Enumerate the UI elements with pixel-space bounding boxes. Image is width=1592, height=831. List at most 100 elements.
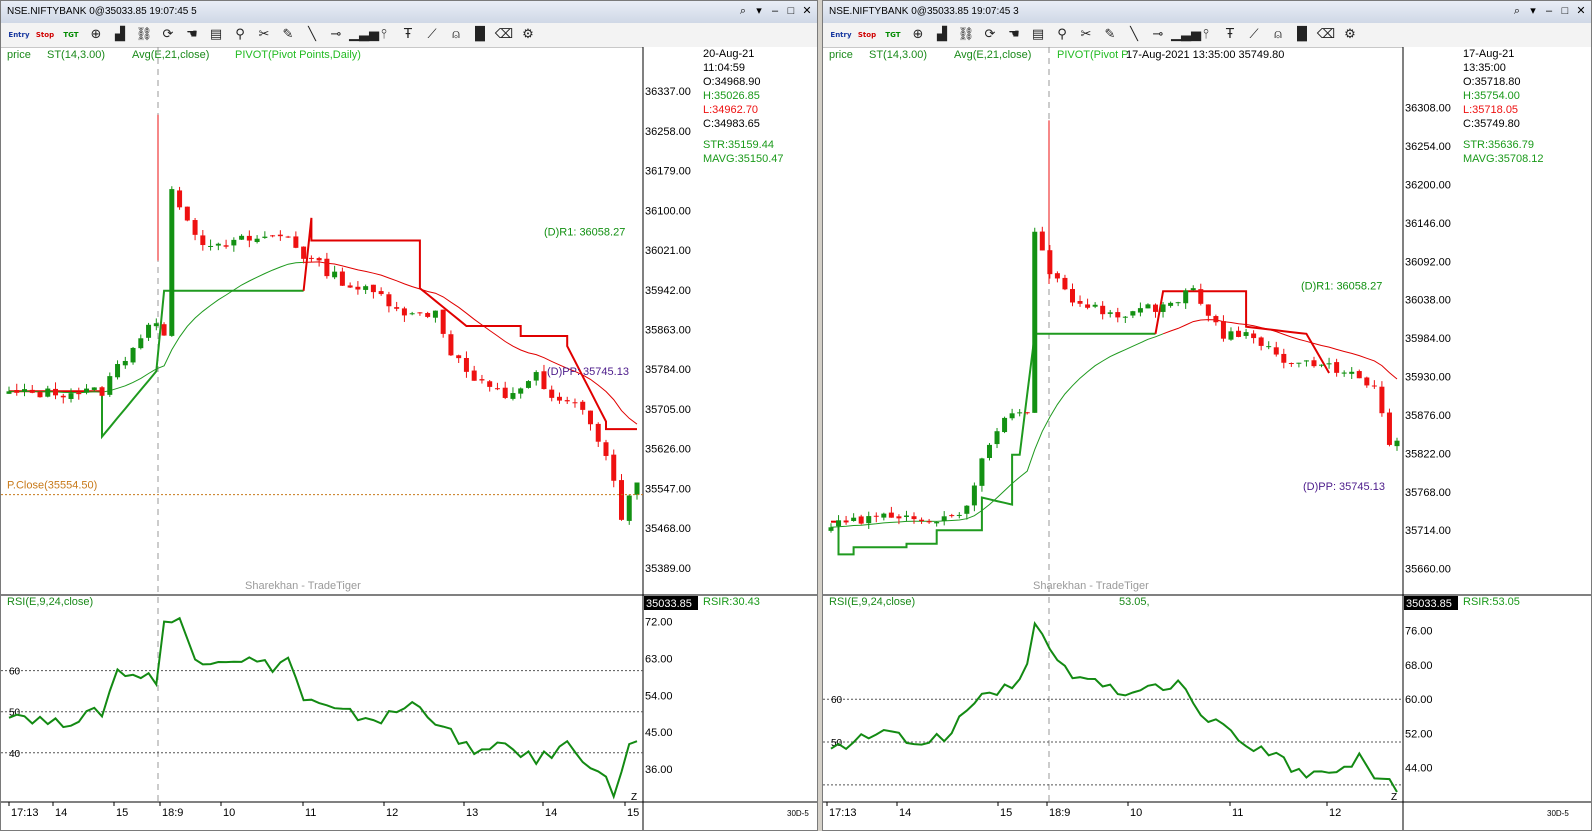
candle-body	[308, 257, 314, 259]
candle-body	[277, 234, 283, 237]
fork-icon[interactable]: ⫯	[1203, 27, 1209, 42]
candle-body	[1394, 440, 1400, 447]
crosshair-icon[interactable]: ⊕	[90, 27, 102, 42]
book-icon[interactable]: ▤	[1031, 27, 1045, 42]
candle-body	[1160, 304, 1166, 312]
candle-body	[1137, 308, 1143, 313]
candle-body	[14, 390, 20, 393]
tgt-button[interactable]: TGT	[885, 31, 901, 39]
hand-icon[interactable]: ☚	[186, 27, 198, 42]
scissors-icon[interactable]: ✂	[258, 27, 270, 42]
delete-icon[interactable]: ⌫	[1316, 27, 1336, 42]
bar-chart-icon[interactable]: ▟	[937, 27, 947, 42]
crosshair-tooltip: 17-Aug-2021 13:35:00 35749.80	[1126, 49, 1284, 61]
pencil-icon[interactable]: ✎	[282, 27, 294, 42]
menu-icon[interactable]: ▾	[756, 5, 762, 17]
volume-icon[interactable]: ▁▃▅	[1171, 27, 1201, 42]
search-icon[interactable]: ⌕	[739, 5, 747, 17]
pencil-icon[interactable]: ✎	[1104, 27, 1116, 42]
price-tick-label: 36254.00	[1405, 141, 1451, 153]
candle-body	[169, 189, 175, 336]
hline-icon[interactable]: ⊸	[330, 27, 342, 42]
volume-icon[interactable]: ▁▃▅	[349, 27, 379, 42]
refresh-icon[interactable]: ⟳	[162, 27, 174, 42]
window-titlebar[interactable]: NSE.NIFTYBANK 0@35033.85 19:07:45 3 ⌕ ▾ …	[823, 1, 1591, 24]
chart-window-left[interactable]: NSE.NIFTYBANK 0@35033.85 19:07:45 5 ⌕ ▾ …	[0, 0, 818, 831]
candle-body	[394, 307, 400, 309]
settings-icon[interactable]: ⚙	[1344, 27, 1356, 42]
candle-body	[1183, 290, 1189, 304]
minimize-icon[interactable]: –	[1545, 5, 1553, 17]
close-icon[interactable]: ✕	[802, 5, 812, 17]
watermark: Sharekhan - TradeTiger	[245, 580, 361, 592]
price-tick-label: 35984.00	[1405, 333, 1451, 345]
maximize-icon[interactable]: □	[787, 5, 795, 17]
candle-body	[1100, 305, 1106, 315]
hand-icon[interactable]: ☚	[1008, 27, 1020, 42]
candle-body	[564, 400, 570, 402]
histogram-icon[interactable]: ▐▌	[470, 27, 490, 42]
link-icon[interactable]: ⛓	[957, 27, 975, 42]
price-chart[interactable]: price ST(14,3.00) Avg(E,21,close) PIVOT(Piv…	[1, 47, 817, 831]
search-icon[interactable]: ⌕	[1513, 5, 1521, 17]
line-icon[interactable]: ╲	[308, 27, 316, 42]
candle-body	[1009, 413, 1015, 419]
scissors-icon[interactable]: ✂	[1080, 27, 1092, 42]
histogram-icon[interactable]: ▐▌	[1292, 27, 1312, 42]
candle-body	[332, 271, 338, 278]
crosshair-icon[interactable]: ⊕	[912, 27, 924, 42]
candle-body	[1281, 353, 1287, 363]
candle-body	[1054, 273, 1060, 279]
zoom-corner: Z	[631, 792, 637, 803]
ohlc-time: 11:04:59	[703, 62, 745, 74]
line-icon[interactable]: ╲	[1130, 27, 1138, 42]
prev-close-label: P.Close(35554.50)	[7, 480, 97, 492]
chart-toolbar: Entry Stop TGT ⊕ ▟ ⛓ ⟳ ☚ ▤ ⚲ ✂ ✎ ╲ ⊸ ▁▃▅ ⫯ Ŧ ⟋ ⍝ ▐▌ ⌫ ⚙	[1, 23, 817, 48]
zoom-icon[interactable]: ⚲	[235, 27, 245, 42]
delete-icon[interactable]: ⌫	[494, 27, 514, 42]
last-price-value: 35033.85	[646, 598, 692, 610]
ruler-icon[interactable]: ⟋	[1249, 27, 1259, 42]
ruler-icon[interactable]: ⟋	[427, 27, 437, 42]
candle-body	[1032, 231, 1038, 413]
book-icon[interactable]: ▤	[209, 27, 223, 42]
price-tick-label: 36337.00	[645, 86, 691, 98]
fork-icon[interactable]: ⫯	[381, 27, 387, 42]
stop-button[interactable]: Stop	[857, 31, 877, 39]
ema-line	[1162, 319, 1398, 380]
link-icon[interactable]: ⛓	[135, 27, 153, 42]
bar-chart-icon[interactable]: ▟	[115, 27, 125, 42]
text-icon[interactable]: Ŧ	[1226, 27, 1234, 42]
candle-body	[866, 516, 872, 524]
price-chart[interactable]: price ST(14,3.00) Avg(E,21,close) PIVOT(Piv…	[823, 47, 1591, 831]
menu-icon[interactable]: ▾	[1530, 5, 1536, 17]
candle-body	[956, 514, 962, 516]
maximize-icon[interactable]: □	[1561, 5, 1569, 17]
minimize-icon[interactable]: –	[771, 5, 779, 17]
stop-button[interactable]: Stop	[35, 31, 55, 39]
chart-toolbar: Entry Stop TGT ⊕ ▟ ⛓ ⟳ ☚ ▤ ⚲ ✂ ✎ ╲ ⊸ ▁▃▅ ⫯ Ŧ ⟋ ⍝ ▐▌ ⌫ ⚙	[823, 23, 1591, 48]
candle-body	[1085, 304, 1091, 308]
candle-body	[518, 388, 524, 394]
close-icon[interactable]: ✕	[1576, 5, 1586, 17]
entry-button[interactable]: Entry	[8, 31, 30, 39]
hline-icon[interactable]: ⊸	[1152, 27, 1164, 42]
window-titlebar[interactable]: NSE.NIFTYBANK 0@35033.85 19:07:45 5 ⌕ ▾ …	[1, 1, 817, 24]
settings-icon[interactable]: ⚙	[522, 27, 534, 42]
chart-window-right[interactable]: NSE.NIFTYBANK 0@35033.85 19:07:45 3 ⌕ ▾ …	[822, 0, 1592, 831]
candle-body	[386, 294, 392, 307]
tgt-button[interactable]: TGT	[63, 31, 79, 39]
rsi-level-label: 60	[831, 695, 843, 706]
time-tick-label: 14	[899, 807, 911, 819]
candle-body	[888, 512, 894, 518]
bell-icon[interactable]: ⍝	[452, 27, 460, 42]
bell-icon[interactable]: ⍝	[1274, 27, 1282, 42]
candle-body	[425, 313, 431, 317]
price-tick-label: 35626.00	[645, 444, 691, 456]
zoom-icon[interactable]: ⚲	[1057, 27, 1067, 42]
text-icon[interactable]: Ŧ	[404, 27, 412, 42]
candle-body	[1220, 321, 1226, 339]
entry-button[interactable]: Entry	[830, 31, 852, 39]
ohlc-c: C:34983.65	[703, 118, 760, 130]
refresh-icon[interactable]: ⟳	[984, 27, 996, 42]
